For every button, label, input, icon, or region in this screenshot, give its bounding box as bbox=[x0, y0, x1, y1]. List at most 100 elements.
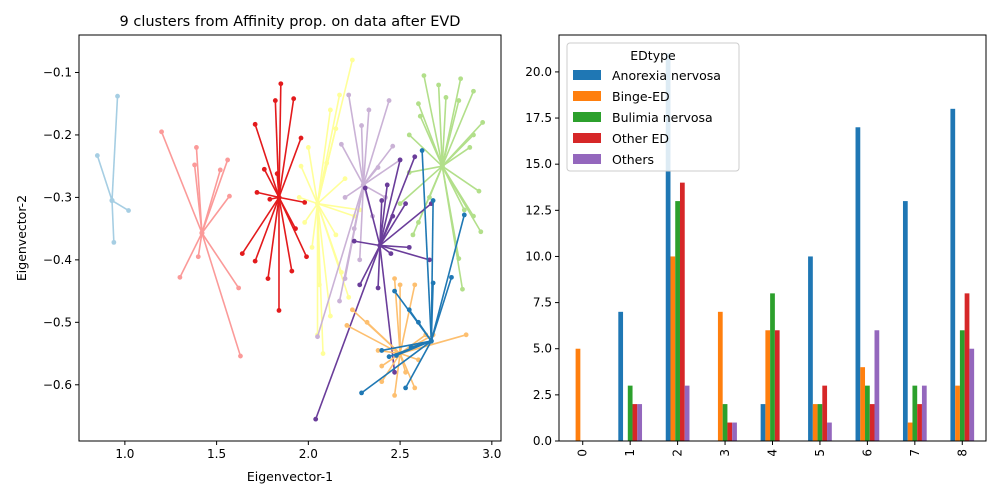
scatter-chart: 9 clusters from Affinity prop. on data a… bbox=[14, 14, 502, 484]
scatter-x-tick-label: 2.5 bbox=[391, 447, 410, 461]
bar-3-3 bbox=[727, 422, 733, 441]
cluster-1-spoke-8 bbox=[201, 232, 240, 289]
cluster-8-point-5 bbox=[392, 288, 397, 294]
cluster-0-spoke-1 bbox=[111, 96, 119, 201]
cluster-6-point-5 bbox=[390, 213, 396, 219]
cluster-3-spoke-10 bbox=[317, 202, 360, 211]
cluster-5-point-5 bbox=[416, 101, 421, 107]
cluster-3-spoke-15 bbox=[316, 203, 332, 317]
cluster-7-point-14 bbox=[379, 363, 385, 369]
cluster-7-spoke-8 bbox=[399, 334, 467, 355]
cluster-4-spoke-0 bbox=[347, 94, 365, 186]
cluster-1-point-4 bbox=[225, 157, 231, 163]
cluster-5-spoke-0 bbox=[423, 75, 444, 167]
cluster-5-point-18 bbox=[427, 195, 432, 200]
cluster-7-point-11 bbox=[392, 393, 397, 398]
scatter-y-tick-label: −0.2 bbox=[43, 128, 72, 142]
cluster-8-point-9 bbox=[386, 354, 392, 360]
cluster-8-spoke-2 bbox=[430, 214, 466, 342]
cluster-2-center bbox=[276, 194, 282, 200]
legend-box bbox=[566, 42, 740, 172]
cluster-8-point-13 bbox=[416, 319, 421, 325]
cluster-6 bbox=[313, 154, 434, 422]
cluster-3-point-18 bbox=[346, 294, 352, 300]
cluster-6-spoke-15 bbox=[314, 245, 381, 420]
cluster-8-point-4 bbox=[430, 280, 436, 286]
cluster-3-spoke-6 bbox=[316, 178, 346, 205]
cluster-7-point-12 bbox=[412, 385, 418, 391]
cluster-1-point-7 bbox=[195, 254, 201, 260]
cluster-0-spoke-3 bbox=[111, 200, 115, 243]
cluster-2-point-10 bbox=[239, 251, 245, 257]
cluster-4-spoke-6 bbox=[362, 166, 379, 186]
series-0 bbox=[618, 53, 956, 442]
cluster-6-spoke-6 bbox=[379, 203, 407, 246]
cluster-8-point-12 bbox=[408, 344, 414, 350]
cluster-6-point-1 bbox=[379, 198, 385, 203]
cluster-2-point-7 bbox=[254, 190, 260, 195]
bar-4-3 bbox=[732, 422, 737, 441]
cluster-0-spoke-0 bbox=[96, 155, 113, 201]
cluster-5-point-16 bbox=[471, 213, 476, 219]
cluster-8-spoke-7 bbox=[361, 340, 432, 394]
cluster-1-point-0 bbox=[159, 129, 164, 135]
cluster-5-spoke-1 bbox=[437, 84, 444, 167]
scatter-x-tick-label: 1.0 bbox=[115, 447, 134, 461]
scatter-y-label: Eigenvector-2 bbox=[14, 195, 29, 281]
bar-x-tick-label: 8 bbox=[955, 449, 969, 457]
series-4 bbox=[637, 330, 975, 441]
cluster-2-point-11 bbox=[252, 258, 258, 264]
cluster-3-spoke-9 bbox=[317, 202, 355, 217]
bar-y-tick-label: 20.0 bbox=[525, 65, 552, 79]
cluster-5-point-14 bbox=[416, 219, 421, 225]
cluster-7-point-4 bbox=[364, 319, 370, 325]
cluster-4-point-5 bbox=[338, 141, 344, 147]
cluster-0 bbox=[94, 93, 131, 245]
bar-y-tick-label: 12.5 bbox=[525, 203, 552, 217]
cluster-4-spoke-11 bbox=[358, 184, 365, 260]
cluster-1-point-8 bbox=[236, 285, 242, 291]
cluster-0-spoke-2 bbox=[111, 199, 129, 212]
bar-y-tick-label: 5.0 bbox=[533, 342, 552, 356]
cluster-4-spoke-5 bbox=[340, 143, 365, 186]
cluster-6-spoke-13 bbox=[354, 240, 381, 247]
bar-3-4 bbox=[774, 330, 780, 441]
cluster-5-point-0 bbox=[421, 73, 427, 78]
cluster-5-point-3 bbox=[456, 98, 462, 103]
legend-label: Binge-ED bbox=[612, 89, 670, 104]
cluster-6-spoke-2 bbox=[379, 184, 389, 246]
cluster-5-spoke-10 bbox=[409, 165, 443, 174]
bar-4-1 bbox=[637, 404, 643, 441]
cluster-3-point-8 bbox=[302, 219, 308, 225]
bar-0-8 bbox=[950, 108, 956, 442]
cluster-4-spoke-2 bbox=[362, 100, 390, 186]
cluster-8-point-6 bbox=[406, 307, 412, 313]
cluster-4-spoke-13 bbox=[338, 184, 365, 302]
cluster-3-point-17 bbox=[320, 351, 326, 356]
cluster-5-spoke-21 bbox=[412, 165, 444, 236]
bar-plot-area bbox=[575, 53, 975, 442]
cluster-4-point-1 bbox=[366, 107, 372, 113]
cluster-5-point-4 bbox=[471, 88, 476, 94]
cluster-4-spoke-3 bbox=[360, 125, 365, 185]
cluster-5-spoke-13 bbox=[399, 165, 443, 205]
cluster-6-point-9 bbox=[375, 285, 381, 291]
scatter-y-tick-label: −0.6 bbox=[43, 378, 72, 392]
cluster-4-point-13 bbox=[337, 298, 342, 304]
legend-label: Bulimia nervosa bbox=[612, 110, 713, 125]
cluster-1 bbox=[159, 129, 243, 359]
cluster-4-point-11 bbox=[357, 257, 363, 263]
cluster-3-point-13 bbox=[338, 269, 344, 275]
cluster-3-point-14 bbox=[316, 282, 322, 288]
bar-3-7 bbox=[917, 404, 922, 441]
scatter-y-tick-label: −0.4 bbox=[43, 253, 72, 267]
cluster-5 bbox=[397, 73, 486, 292]
cluster-8-spoke-0 bbox=[421, 150, 433, 342]
cluster-1-spoke-4 bbox=[201, 159, 229, 234]
legend-swatch bbox=[573, 154, 601, 164]
bar-x-tick-label: 5 bbox=[813, 449, 827, 457]
cluster-6-spoke-12 bbox=[379, 244, 430, 261]
cluster-3-point-19 bbox=[298, 163, 304, 169]
bar-1-3 bbox=[717, 311, 723, 441]
cluster-1-point-5 bbox=[227, 193, 232, 199]
